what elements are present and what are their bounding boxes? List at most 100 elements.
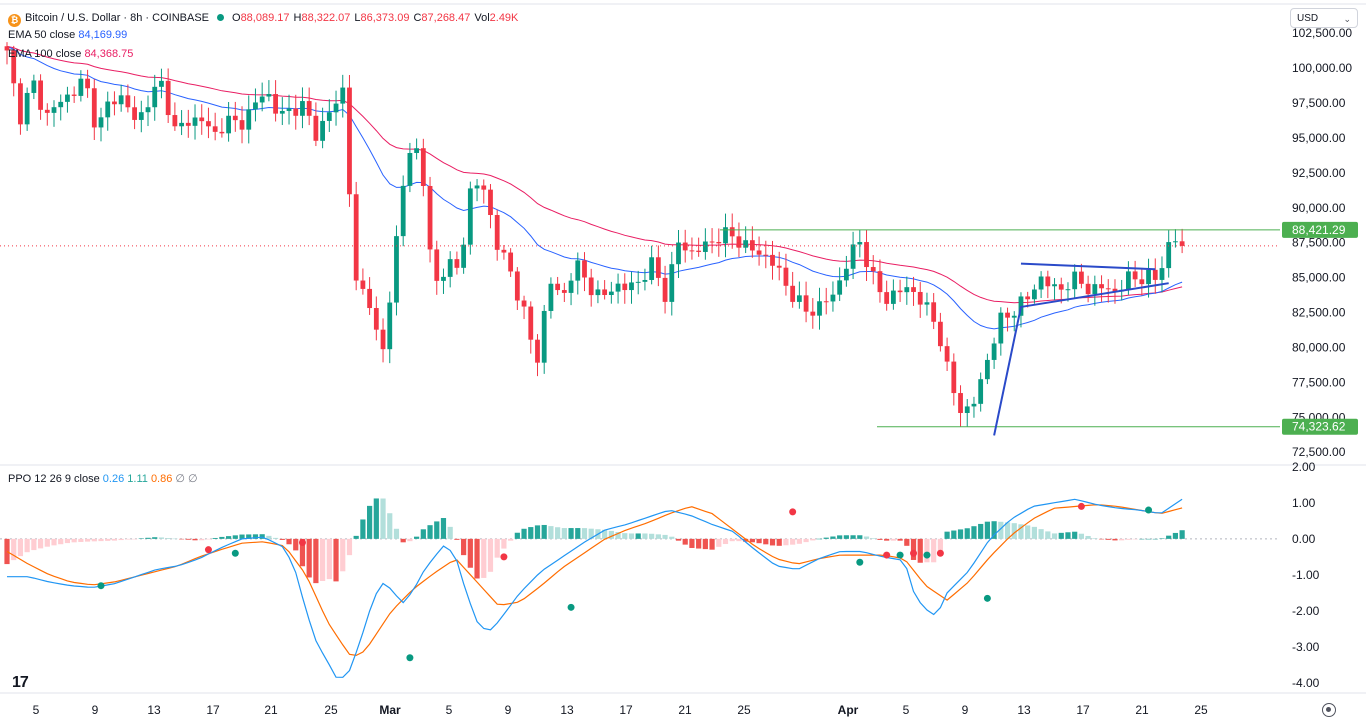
candle	[447, 259, 453, 277]
time-tick-label-16: 13	[1017, 703, 1031, 717]
ppo-histogram-bar	[232, 535, 238, 539]
candle	[1072, 271, 1078, 290]
ohlc-low-key: L	[354, 12, 361, 24]
ppo-histogram-bar	[796, 538, 802, 544]
gear-icon[interactable]	[1322, 703, 1336, 717]
candle	[232, 115, 238, 121]
ppo-cross-marker-1	[204, 546, 212, 554]
ppo-histogram-bar	[863, 536, 870, 539]
candle	[226, 115, 231, 134]
ppo-histogram-bar	[1132, 538, 1138, 540]
candle	[971, 403, 977, 407]
candle	[817, 301, 822, 316]
candle	[978, 379, 984, 404]
time-tick-label-6: Mar	[379, 703, 401, 717]
time-tick-label-14: 5	[903, 703, 910, 717]
candle	[273, 94, 278, 114]
ppo-extra: ∅ ∅	[175, 473, 198, 485]
ppo-histogram-bar	[722, 538, 729, 545]
candle	[682, 242, 688, 251]
ppo-histogram-bar	[971, 526, 977, 539]
ppo-histogram-bar	[494, 538, 500, 558]
time-tick-label-15: 9	[962, 703, 969, 717]
ppo-histogram-bar	[763, 538, 769, 545]
ppo-histogram-bar	[1065, 532, 1071, 539]
candle	[326, 112, 332, 121]
ppo-histogram-bar	[1072, 531, 1078, 539]
symbol-title[interactable]: Bitcoin / U.S. Dollar · 8h · COINBASE	[25, 12, 209, 24]
time-tick-label-19: 25	[1194, 703, 1208, 717]
ppo-cross-marker-16	[1145, 506, 1153, 514]
time-tick-label-13: Apr	[838, 703, 859, 717]
ohlc-high-value: 88,322.07	[301, 12, 351, 24]
level-tag-bg-1	[1282, 418, 1358, 435]
ppo-tick-label-5: -3.00	[1292, 640, 1320, 654]
ppo-histogram-bar	[420, 529, 426, 539]
time-tick-label-4: 21	[264, 703, 278, 717]
candle	[1146, 269, 1151, 285]
ppo-histogram-bar	[736, 538, 742, 542]
ppo-histogram-bar	[1085, 535, 1091, 539]
ppo-histogram-bar	[608, 530, 614, 539]
ppo-histogram-bar	[776, 538, 782, 546]
candle	[494, 215, 500, 250]
candle	[38, 80, 43, 110]
candle	[454, 259, 460, 268]
ppo-histogram-bar	[541, 524, 547, 539]
ppo-cross-marker-6	[567, 603, 575, 611]
candle	[441, 276, 446, 281]
ppo-histogram-bar	[1179, 530, 1185, 539]
ppo-histogram-bar	[696, 538, 702, 549]
candle	[112, 101, 117, 105]
ppo-histogram-bar	[152, 537, 158, 539]
ppo-histogram-bar	[749, 538, 755, 543]
candle	[279, 110, 285, 114]
ohlc-close-value: 87,268.47	[421, 12, 471, 24]
candle	[360, 280, 366, 289]
ppo-histogram-bar	[508, 538, 514, 541]
ppo-histogram-bar	[521, 528, 527, 539]
ppo-histogram-bar	[440, 518, 447, 539]
candle	[219, 131, 225, 134]
market-status-dot-icon	[217, 14, 224, 21]
ppo-histogram-bar	[131, 538, 138, 540]
ppo-histogram-bar	[998, 521, 1004, 539]
ppo-histogram-bar	[1058, 532, 1064, 539]
ppo-histogram-bar	[393, 528, 400, 539]
ppo-tick-label-6: -4.00	[1292, 676, 1320, 690]
ppo-histogram-bar	[655, 534, 661, 539]
ppo-legend[interactable]: PPO 12 26 9 close 0.26 1.11 0.86 ∅ ∅	[8, 471, 198, 487]
ppo-histogram-bar	[1112, 538, 1118, 541]
candle	[857, 242, 863, 245]
candle	[810, 311, 816, 316]
ppo-cross-marker-13	[936, 549, 944, 557]
ppo-histogram-bar	[58, 538, 64, 545]
ppo-histogram-bar	[467, 538, 473, 568]
ppo-histogram-bar	[575, 528, 581, 539]
price-tick-label-10: 77,500.00	[1292, 375, 1346, 389]
ppo-histogram-bar	[1166, 535, 1172, 539]
ppo-histogram-bar	[4, 538, 10, 565]
ppo-histogram-bar	[178, 538, 185, 540]
candle	[790, 285, 796, 302]
ppo-histogram-bar	[138, 538, 144, 539]
ppo-histogram-bar	[199, 538, 205, 541]
candle	[850, 244, 856, 269]
ema100-legend[interactable]: EMA 100 close 84,368.75	[8, 46, 133, 62]
ppo-histogram-bar	[346, 538, 353, 556]
ppo-signal-line	[6, 504, 1183, 657]
ppo-histogram-bar	[803, 538, 809, 543]
ppo-histogram-bar	[810, 538, 816, 541]
ppo-cross-marker-3	[298, 538, 306, 546]
ppo-histogram-bar	[622, 533, 628, 539]
candle	[931, 302, 937, 322]
ppo-histogram-bar	[353, 535, 359, 539]
ppo-line	[7, 498, 1183, 678]
candle	[1152, 269, 1158, 280]
ppo-histogram-bar	[306, 538, 312, 578]
currency-select[interactable]: USD ⌄	[1290, 8, 1358, 28]
candle	[763, 254, 769, 256]
candle	[1139, 279, 1145, 285]
ema50-legend[interactable]: EMA 50 close 84,169.99	[8, 27, 127, 43]
